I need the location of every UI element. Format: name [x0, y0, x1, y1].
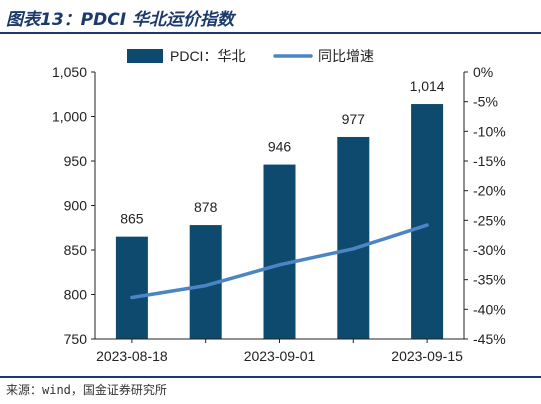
left-tick-label: 850	[64, 242, 88, 258]
left-tick-label: 800	[64, 287, 88, 303]
right-tick-label: -15%	[473, 153, 506, 169]
right-y-axis: 0% -5% -10% -15% -20% -25% -30% -35% -40% -45%	[463, 64, 506, 347]
bar-data-label: 946	[268, 139, 292, 155]
right-tick-label: -10%	[473, 123, 506, 139]
right-tick-label: -30%	[473, 242, 506, 258]
bar	[337, 136, 370, 339]
bar-data-labels: 865 878 946 977 1,014	[120, 78, 445, 227]
bar	[411, 104, 444, 339]
bar-data-label: 878	[194, 199, 218, 215]
left-tick-label: 750	[64, 331, 88, 347]
figure-title: 图表13：PDCI 华北运价指数	[6, 10, 234, 30]
legend-bar-label: PDCI：华北	[170, 48, 245, 64]
left-tick-label: 900	[64, 198, 88, 214]
x-axis: 2023-08-18 2023-09-01 2023-09-15	[95, 338, 464, 364]
bar	[263, 164, 296, 339]
bar-data-label: 977	[342, 111, 366, 127]
left-y-axis: 750 800 850 900 950 1,000 1,050	[52, 64, 96, 347]
left-tick-label: 950	[64, 153, 88, 169]
x-tick-label: 2023-08-18	[96, 348, 168, 364]
right-tick-label: -45%	[473, 331, 506, 347]
title-rule	[0, 32, 541, 34]
source-rule	[0, 376, 541, 378]
line-series	[130, 223, 429, 300]
pdci-chart: PDCI：华北 同比增速 750 800 850 900 950 1,000 1,050 0%…	[52, 48, 506, 364]
bar	[115, 236, 148, 339]
bar-data-label: 1,014	[410, 78, 445, 94]
right-tick-label: -40%	[473, 301, 506, 317]
right-tick-label: -20%	[473, 183, 506, 199]
right-tick-label: 0%	[473, 64, 493, 80]
x-tick-label: 2023-09-01	[244, 348, 316, 364]
bar-data-label: 865	[120, 211, 144, 227]
left-tick-label: 1,000	[52, 109, 87, 125]
legend: PDCI：华北 同比增速	[127, 48, 374, 64]
bar-series	[115, 104, 444, 339]
legend-line-label: 同比增速	[318, 48, 374, 64]
right-tick-label: -5%	[473, 94, 498, 110]
legend-bar-swatch	[127, 49, 163, 63]
left-tick-label: 1,050	[52, 64, 87, 80]
right-tick-label: -35%	[473, 272, 506, 288]
source-note: 来源：wind，国金证券研究所	[6, 383, 167, 397]
right-tick-label: -25%	[473, 212, 506, 228]
x-tick-label: 2023-09-15	[391, 348, 463, 364]
